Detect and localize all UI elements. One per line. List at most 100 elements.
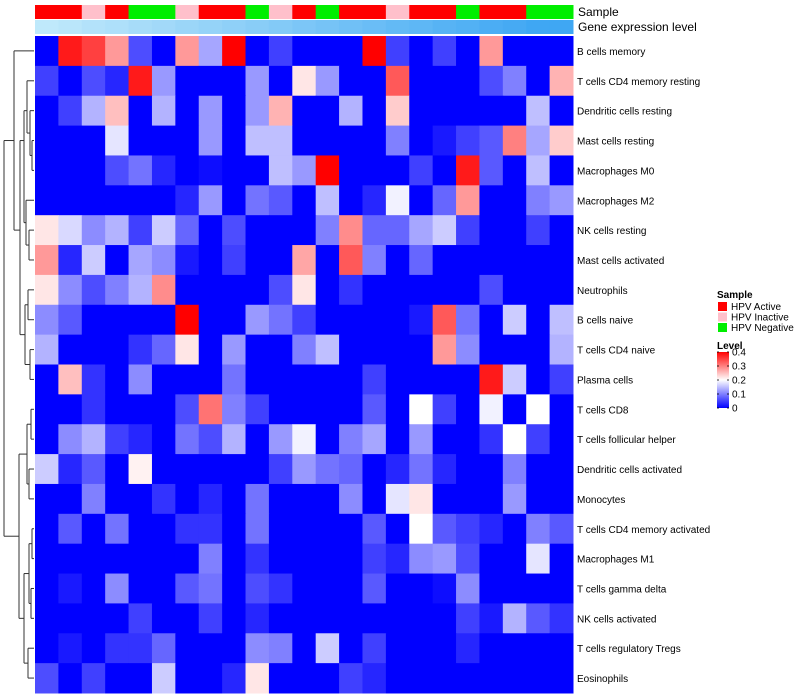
heatmap-cell xyxy=(58,663,83,694)
heatmap-cell xyxy=(409,95,434,127)
heatmap-cell xyxy=(385,215,410,246)
expression-annotation-track xyxy=(35,20,574,34)
heatmap-cell xyxy=(502,424,527,455)
heatmap-cell xyxy=(409,65,434,97)
heatmap-cell xyxy=(385,95,410,127)
heatmap-cell xyxy=(409,394,434,425)
heatmap-cell xyxy=(526,215,551,246)
heatmap-cell xyxy=(456,543,480,575)
heatmap-cell xyxy=(128,185,153,216)
heatmap-cell xyxy=(432,185,457,216)
sample-annotation-cell xyxy=(315,5,340,19)
heatmap-cell xyxy=(549,573,574,604)
heatmap-cell xyxy=(105,513,130,545)
expression-annotation-cell xyxy=(549,20,574,34)
heatmap-cell xyxy=(81,633,106,664)
heatmap-cell xyxy=(175,394,200,425)
heatmap-cell xyxy=(385,185,410,216)
legend-swatch xyxy=(718,312,727,322)
heatmap-cell xyxy=(432,364,457,395)
heatmap-cell xyxy=(549,483,574,515)
heatmap-cell xyxy=(81,543,106,575)
heatmap-cell xyxy=(81,274,106,306)
heatmap-cell xyxy=(58,394,83,425)
sample-annotation-cell xyxy=(81,5,106,19)
heatmap-cell xyxy=(58,65,83,97)
heatmap-cell xyxy=(198,483,223,515)
heatmap-cell xyxy=(456,573,480,604)
legend-level-title: Level xyxy=(717,341,743,352)
row-label: B cells memory xyxy=(577,47,645,58)
legend-tick-label: 0.3 xyxy=(732,362,746,373)
heatmap-cell xyxy=(479,573,504,604)
expression-annotation-cell xyxy=(268,20,293,34)
heatmap-cell xyxy=(502,125,527,156)
expression-annotation-cell xyxy=(151,20,176,34)
heatmap-cell xyxy=(526,424,551,455)
heatmap-cell xyxy=(245,185,270,216)
heatmap-cell xyxy=(315,245,340,276)
heatmap-cell xyxy=(432,483,457,515)
heatmap-cell xyxy=(175,36,200,67)
heatmap-cell xyxy=(456,334,480,365)
heatmap-cell xyxy=(456,95,480,127)
heatmap-cell xyxy=(175,454,200,485)
heatmap-cell xyxy=(292,65,317,97)
heatmap-cell xyxy=(198,454,223,485)
heatmap-cell xyxy=(175,125,200,156)
heatmap-cell xyxy=(222,663,247,694)
heatmap-cell xyxy=(105,125,130,156)
heatmap-cell xyxy=(198,513,223,545)
heatmap-cell xyxy=(362,454,387,485)
heatmap-cell xyxy=(526,274,551,306)
sample-annotation-cell xyxy=(339,5,363,19)
heatmap-cell xyxy=(81,155,106,186)
heatmap-cell xyxy=(385,334,410,365)
row-label: Dendritic cells activated xyxy=(577,465,682,476)
heatmap-cell xyxy=(385,633,410,664)
heatmap-cell xyxy=(292,245,317,276)
heatmap-cell xyxy=(432,543,457,575)
heatmap-cell xyxy=(35,65,59,97)
heatmap-cell xyxy=(479,215,504,246)
heatmap-cell xyxy=(315,155,340,186)
heatmap-cell xyxy=(105,304,130,336)
heatmap-cell xyxy=(479,633,504,664)
expression-annotation-cell xyxy=(58,20,83,34)
heatmap-cell xyxy=(362,543,387,575)
heatmap-cell xyxy=(151,215,176,246)
heatmap-cell xyxy=(128,95,153,127)
heatmap-cell xyxy=(362,603,387,634)
heatmap-cell xyxy=(222,543,247,575)
heatmap-cell xyxy=(479,36,504,67)
heatmap-cell xyxy=(409,334,434,365)
heatmap-cell xyxy=(81,573,106,604)
heatmap-cell xyxy=(502,245,527,276)
heatmap-cell xyxy=(339,65,363,97)
heatmap-cell xyxy=(549,603,574,634)
heatmap-cell xyxy=(58,125,83,156)
heatmap-cell xyxy=(502,65,527,97)
heatmap-cell xyxy=(105,36,130,67)
heatmap-cell xyxy=(362,573,387,604)
heatmap-cell xyxy=(35,573,59,604)
sample-annotation-cell xyxy=(385,5,410,19)
heatmap-cell xyxy=(198,633,223,664)
heatmap-cell xyxy=(81,304,106,336)
legend-entry-label: HPV Negative xyxy=(731,323,794,334)
heatmap-cell xyxy=(456,215,480,246)
heatmap-cell xyxy=(549,424,574,455)
heatmap-cell xyxy=(222,454,247,485)
heatmap-cell xyxy=(105,454,130,485)
heatmap-cell xyxy=(432,155,457,186)
heatmap-cell xyxy=(362,304,387,336)
heatmap-cell xyxy=(105,603,130,634)
heatmap-cell xyxy=(35,125,59,156)
heatmap-cell xyxy=(315,513,340,545)
heatmap-cell xyxy=(456,185,480,216)
heatmap-cell xyxy=(385,483,410,515)
heatmap-cell xyxy=(315,394,340,425)
heatmap-cell xyxy=(409,573,434,604)
heatmap-cell xyxy=(81,454,106,485)
